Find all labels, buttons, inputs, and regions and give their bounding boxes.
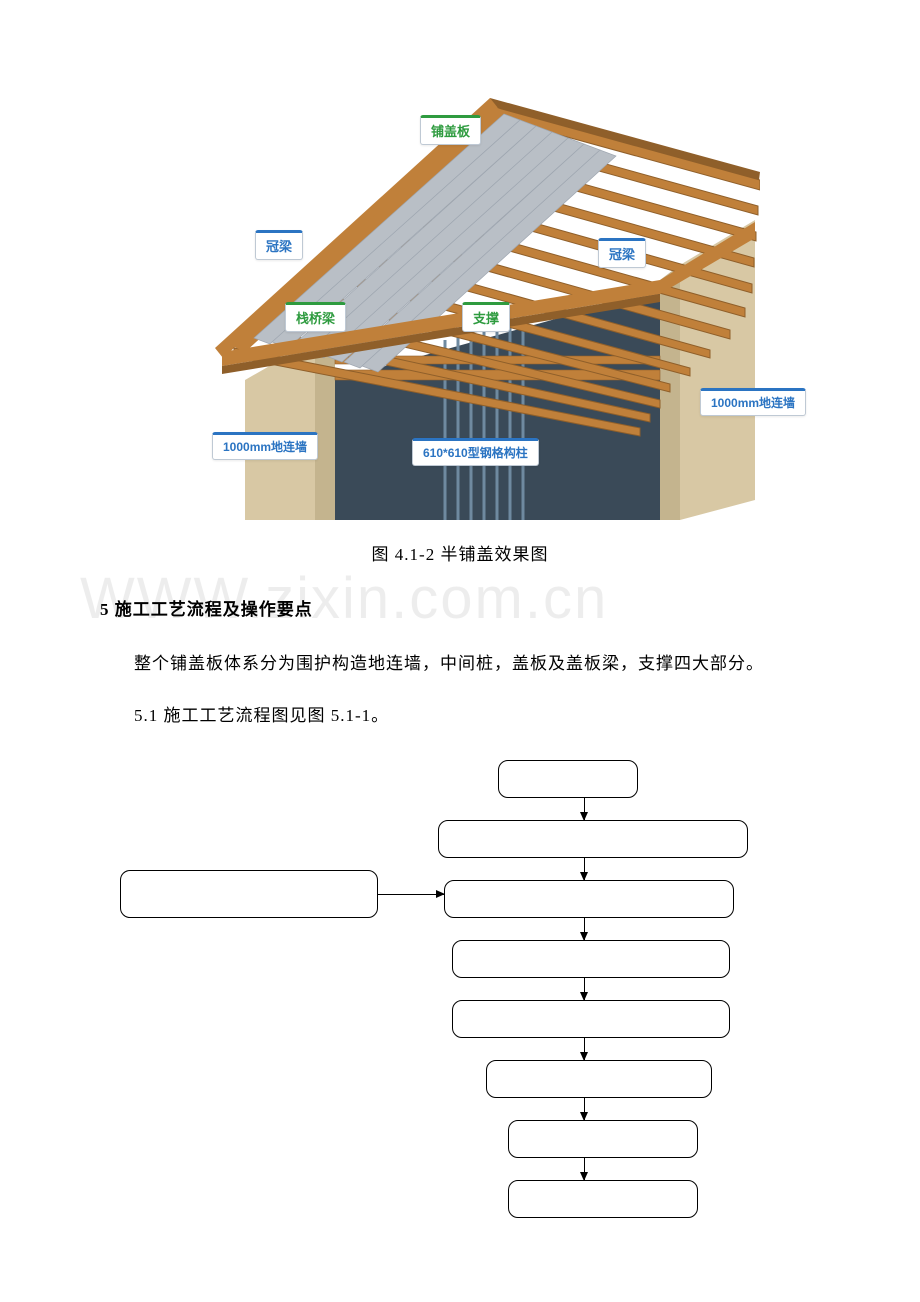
callout-zhicheng: 支撑: [462, 302, 510, 332]
flow-arrow-h1: [378, 894, 444, 895]
flow-arrow-v7: [584, 1158, 585, 1180]
section-5-para-2: 5.1 施工工艺流程图见图 5.1-1。: [100, 697, 820, 734]
callout-dilianqiang-left: 1000mm地连墙: [212, 432, 318, 460]
flow-arrow-v4: [584, 978, 585, 1000]
flow-arrow-v2: [584, 858, 585, 880]
flow-arrow-v3: [584, 918, 585, 940]
flowchart: [90, 760, 850, 1210]
flow-box-2: [438, 820, 748, 858]
callout-gangguanzhu: 610*610型钢格构柱: [412, 438, 539, 466]
flow-box-1: [498, 760, 638, 798]
flow-box-3: [444, 880, 734, 918]
flow-box-4: [452, 940, 730, 978]
callout-guanliang-left: 冠梁: [255, 230, 303, 260]
flow-box-6: [486, 1060, 712, 1098]
flow-box-side: [120, 870, 378, 918]
flow-box-5: [452, 1000, 730, 1038]
flow-box-8: [508, 1180, 698, 1218]
callout-zhanqiaoliang: 栈桥梁: [285, 302, 346, 332]
callout-pugaiban: 铺盖板: [420, 115, 481, 145]
callout-dilianqiang-right: 1000mm地连墙: [700, 388, 806, 416]
flow-arrow-v5: [584, 1038, 585, 1060]
section-5-para-1: 整个铺盖板体系分为围护构造地连墙，中间桩，盖板及盖板梁，支撑四大部分。: [100, 645, 820, 682]
flow-arrow-v1: [584, 798, 585, 820]
section-5-heading: 5 施工工艺流程及操作要点: [100, 595, 820, 620]
callout-guanliang-right: 冠梁: [598, 238, 646, 268]
flow-box-7: [508, 1120, 698, 1158]
figure-caption: 图 4.1-2 半铺盖效果图: [100, 540, 820, 565]
flow-arrow-v6: [584, 1098, 585, 1120]
figure-3d-diagram: 铺盖板 冠梁 冠梁 栈桥梁 支撑 1000mm地连墙 610*610型钢格构柱 …: [160, 80, 760, 520]
